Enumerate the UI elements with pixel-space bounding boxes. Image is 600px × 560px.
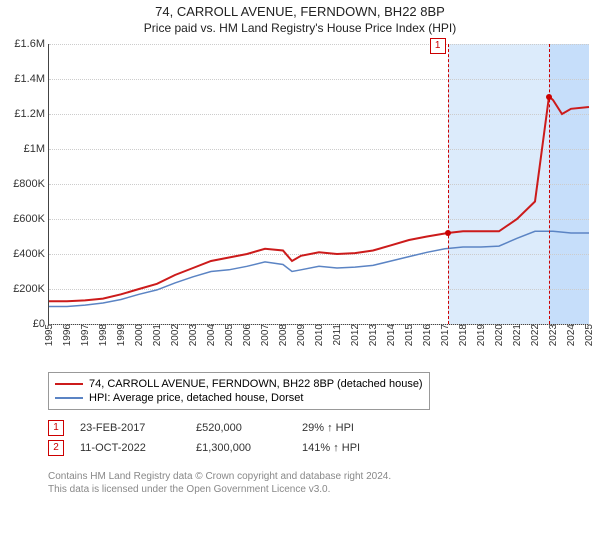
x-axis-label: 1998 [98,324,109,348]
x-axis-label: 2020 [494,324,505,348]
sale-price: £1,300,000 [196,442,286,454]
x-axis-label: 1995 [44,324,55,348]
y-axis-label: £1.2M [14,108,49,120]
y-axis-label: £200K [13,283,49,295]
x-axis-label: 2024 [566,324,577,348]
x-axis-label: 2008 [278,324,289,348]
sale-badge: 2 [48,440,64,456]
sales-table: 1 23-FEB-2017 £520,000 29% ↑ HPI 2 11-OCT-202… [48,418,360,458]
y-axis-label: £800K [13,178,49,190]
sale-delta: 141% ↑ HPI [302,442,360,454]
x-axis-label: 2018 [458,324,469,348]
chart-title-line1: 74, CARROLL AVENUE, FERNDOWN, BH22 8BP [0,4,600,19]
x-axis-label: 2004 [206,324,217,348]
legend-item: 74, CARROLL AVENUE, FERNDOWN, BH22 8BP (… [55,377,423,391]
chart-plot-area: £0£200K£400K£600K£800K£1M£1.2M£1.4M£1.6M… [48,44,589,325]
legend-label: 74, CARROLL AVENUE, FERNDOWN, BH22 8BP (… [89,378,423,390]
sale-delta: 29% ↑ HPI [302,422,354,434]
x-axis-label: 2013 [368,324,379,348]
x-axis-label: 2014 [386,324,397,348]
y-axis-label: £1.4M [14,73,49,85]
footer-line2: This data is licensed under the Open Gov… [48,483,391,496]
x-axis-label: 2011 [332,324,343,348]
y-axis-label: £1.6M [14,38,49,50]
marker-badge: 1 [430,38,446,54]
x-axis-label: 2012 [350,324,361,348]
marker-dot [445,230,451,236]
x-axis-label: 2022 [530,324,541,348]
series-red [49,97,589,302]
x-axis-label: 2010 [314,324,325,348]
sale-row: 1 23-FEB-2017 £520,000 29% ↑ HPI [48,418,360,438]
chart-lines [49,44,589,324]
sale-date: 11-OCT-2022 [80,442,180,454]
x-axis-label: 2009 [296,324,307,348]
chart-title-line2: Price paid vs. HM Land Registry's House … [0,21,600,35]
legend-item: HPI: Average price, detached house, Dors… [55,391,423,405]
x-axis-label: 2016 [422,324,433,348]
x-axis-label: 1997 [80,324,91,348]
chart-legend: 74, CARROLL AVENUE, FERNDOWN, BH22 8BP (… [48,372,430,410]
x-axis-label: 2002 [170,324,181,348]
footer-line1: Contains HM Land Registry data © Crown c… [48,470,391,483]
series-blue [49,231,589,306]
x-axis-label: 1996 [62,324,73,348]
x-axis-label: 2006 [242,324,253,348]
x-axis-label: 2005 [224,324,235,348]
legend-swatch [55,397,83,399]
y-axis-label: £400K [13,248,49,260]
y-axis-label: £600K [13,213,49,225]
x-axis-label: 2025 [584,324,595,348]
x-axis-label: 2017 [440,324,451,348]
marker-line [549,44,550,324]
marker-dot [546,94,552,100]
sale-row: 2 11-OCT-2022 £1,300,000 141% ↑ HPI [48,438,360,458]
legend-label: HPI: Average price, detached house, Dors… [89,392,303,404]
footer-attribution: Contains HM Land Registry data © Crown c… [48,470,391,496]
legend-swatch [55,383,83,385]
x-axis-label: 2003 [188,324,199,348]
x-axis-label: 1999 [116,324,127,348]
sale-price: £520,000 [196,422,286,434]
x-axis-label: 2007 [260,324,271,348]
x-axis-label: 2015 [404,324,415,348]
x-axis-label: 2001 [152,324,163,348]
x-axis-label: 2000 [134,324,145,348]
x-axis-label: 2021 [512,324,523,348]
sale-badge: 1 [48,420,64,436]
y-axis-label: £1M [24,143,49,155]
sale-date: 23-FEB-2017 [80,422,180,434]
x-axis-label: 2023 [548,324,559,348]
marker-line [448,44,449,324]
x-axis-label: 2019 [476,324,487,348]
